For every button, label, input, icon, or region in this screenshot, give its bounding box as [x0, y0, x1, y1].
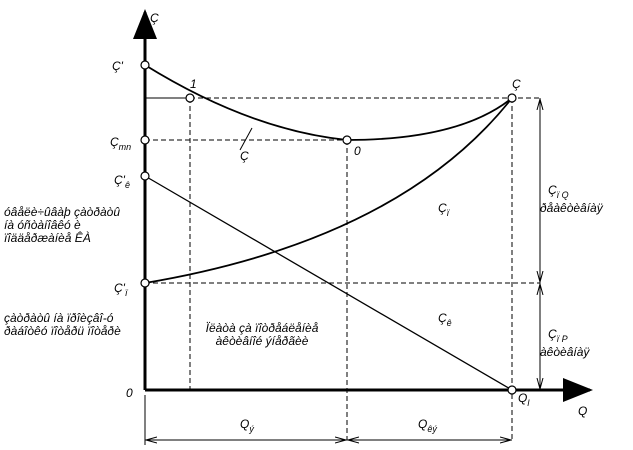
label-main: Q [418, 417, 427, 431]
label: Çê [438, 311, 452, 328]
point [507, 385, 517, 395]
label: Çï Q [548, 183, 569, 200]
point [507, 93, 517, 103]
label-sub: mn [119, 142, 132, 152]
label: Ç' [112, 59, 124, 73]
label-sub: ï [125, 288, 129, 298]
label: Çï P [548, 327, 568, 344]
note-line: óâåëè÷ûâàþ çàòðàòû [4, 205, 120, 219]
label: Çmn [110, 135, 131, 152]
leader [239, 127, 253, 151]
point [140, 135, 150, 145]
note-line: ïîääåðæàíèå ÊÀ [4, 230, 91, 245]
comp-cost-line [144, 175, 513, 391]
point-label: 1 [190, 77, 197, 91]
note-line: çàòðàòû íà ïðîèçâî-ó [4, 311, 114, 325]
points [140, 60, 517, 395]
point [140, 171, 150, 181]
label: Ç'ï [114, 281, 129, 298]
label: Qý [240, 417, 254, 434]
label-sub: ï P [557, 334, 568, 344]
point-label: Ç [512, 77, 521, 91]
label: Ç'ê [114, 173, 130, 190]
label-sub: êý [427, 424, 437, 434]
axis-label: Q [578, 404, 587, 418]
point [185, 93, 195, 103]
label-main: Ç [548, 183, 557, 197]
label-main: Ç' [114, 173, 126, 187]
label: Ql [518, 391, 530, 408]
point-label: 0 [354, 144, 361, 158]
label-main: Ç [548, 327, 557, 341]
label-main: Ç' [112, 59, 124, 73]
label: Qêý [418, 417, 437, 434]
label-sub: ý [248, 424, 254, 434]
label-main: Ç' [114, 281, 126, 295]
label-sub: ê [447, 318, 452, 328]
curve-label: Ç [240, 149, 249, 163]
note-line: àêòèâíîé ýíåðãèè [216, 334, 309, 348]
label-main: Ç [438, 201, 447, 215]
label: Çï [438, 201, 451, 218]
label-main: Q [518, 391, 527, 405]
note-line: íà óñòàíîâêó è [4, 218, 81, 232]
axis-label: Ç [150, 11, 159, 25]
label-sub: ê [125, 180, 130, 190]
point [342, 135, 352, 145]
note-line: ðàáîòêó ïîòåðü ïîòåðè [4, 324, 121, 338]
note-line: Ïëàòà çà ïîòðåáëåíèå [206, 321, 319, 335]
loss-curve [144, 97, 513, 284]
caption: àêòèâíàÿ [540, 345, 590, 359]
caption: ðåàêòèâíàÿ [540, 201, 604, 215]
label-main: Ç [110, 135, 119, 149]
label-main: Q [240, 417, 249, 431]
origin-label: 0 [126, 386, 133, 400]
total-cost-curve [144, 64, 513, 141]
label-sub: ï [447, 208, 451, 218]
point [140, 60, 150, 70]
label-sub: l [527, 398, 530, 408]
point [140, 278, 150, 288]
label-sub: ï Q [557, 190, 569, 200]
label-main: Ç [438, 311, 447, 325]
